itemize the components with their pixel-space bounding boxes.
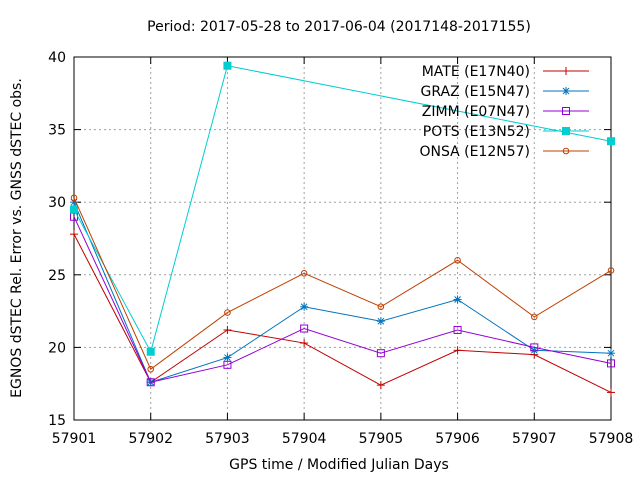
data-point <box>530 313 538 321</box>
series-layer <box>70 61 615 397</box>
data-point <box>376 317 385 326</box>
legend-label: GRAZ (E15N47) <box>421 84 531 100</box>
y-axis-label: EGNOS dSTEC Rel. Error vs. GNSS dSTEC ob… <box>9 78 25 398</box>
data-point <box>223 353 232 362</box>
series-zimm <box>70 212 615 387</box>
chart-title: Period: 2017-05-28 to 2017-06-04 (201714… <box>147 19 531 35</box>
y-tick-label: 15 <box>48 413 66 429</box>
data-point <box>223 325 232 334</box>
data-point <box>377 303 385 311</box>
series-pots <box>70 61 615 356</box>
legend: MATE (E17N40) GRAZ (E15N47) ZIMM (E07N47) P… <box>419 64 589 160</box>
series-graz <box>70 198 615 387</box>
data-point <box>607 267 615 274</box>
data-point <box>607 137 615 146</box>
series-onsa <box>70 194 615 373</box>
data-point <box>146 347 155 356</box>
series-line <box>73 197 612 370</box>
series-mate <box>70 230 615 397</box>
data-point <box>562 147 570 155</box>
data-point <box>562 87 570 95</box>
data-point <box>224 309 231 316</box>
series-line <box>73 65 612 354</box>
data-point <box>453 325 462 334</box>
data-point <box>223 61 232 70</box>
data-point <box>562 67 570 75</box>
data-point <box>562 107 570 115</box>
x-tick-label: 57906 <box>435 431 480 447</box>
data-point <box>607 359 615 368</box>
data-point <box>607 349 615 358</box>
data-point <box>376 349 385 358</box>
x-tick-label: 57908 <box>589 431 634 447</box>
grid <box>74 57 611 420</box>
data-point <box>147 365 155 373</box>
y-tick-label: 20 <box>48 340 66 356</box>
series-line <box>73 233 612 393</box>
data-point <box>562 127 570 135</box>
legend-label: ZIMM (E07N47) <box>422 104 530 120</box>
series-line <box>73 202 612 383</box>
data-point <box>70 230 78 239</box>
data-point <box>70 205 78 214</box>
data-point <box>146 378 155 387</box>
data-point <box>376 381 385 390</box>
data-point <box>223 360 232 369</box>
data-point <box>300 302 309 311</box>
x-axis-label: GPS time / Modified Julian Days <box>229 457 449 473</box>
data-point <box>607 388 615 397</box>
legend-label: POTS (E13N52) <box>423 124 530 140</box>
x-tick-label: 57904 <box>282 431 327 447</box>
data-point <box>300 339 309 348</box>
x-tick-label: 57905 <box>359 431 404 447</box>
legend-label: ONSA (E12N57) <box>419 144 530 160</box>
axis-ticks: 57901 57902 57903 57904 57905 57906 57907 57908… <box>48 50 633 447</box>
data-point <box>453 346 462 355</box>
y-tick-label: 35 <box>48 123 66 139</box>
data-point <box>70 194 78 202</box>
data-point <box>454 256 461 264</box>
x-tick-label: 57907 <box>512 431 557 447</box>
legend-label: MATE (E17N40) <box>422 64 530 80</box>
x-tick-label: 57902 <box>128 431 173 447</box>
series-line <box>73 216 612 383</box>
y-tick-label: 25 <box>48 268 66 284</box>
y-tick-label: 40 <box>48 50 66 66</box>
data-point <box>453 295 462 304</box>
data-point <box>300 324 309 333</box>
y-tick-label: 30 <box>48 195 66 211</box>
plot-frame <box>73 56 612 421</box>
data-point <box>530 343 539 352</box>
data-point <box>300 270 308 277</box>
x-tick-label: 57903 <box>205 431 250 447</box>
x-tick-label: 57901 <box>52 431 97 447</box>
